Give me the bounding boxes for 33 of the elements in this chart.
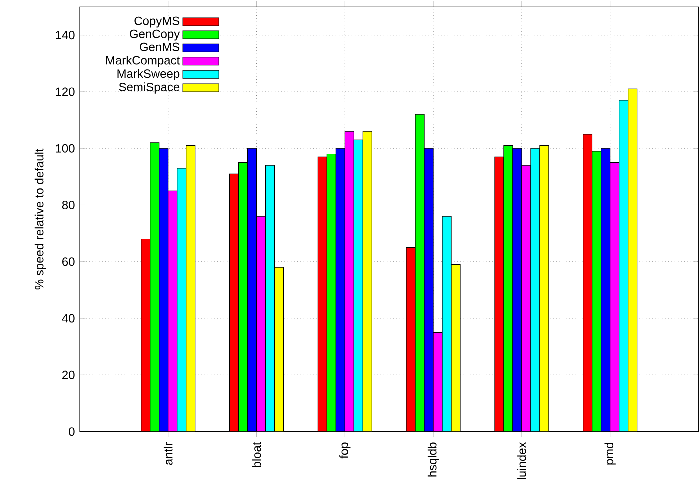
y-tick-label: 100 (56, 144, 75, 153)
legend-label: MarkSweep (118, 69, 180, 81)
bar (336, 148, 346, 432)
bar (168, 190, 178, 432)
x-tick-label: pmd (604, 443, 616, 465)
bar (344, 131, 354, 432)
bar (256, 216, 266, 432)
legend-label: GenCopy (130, 30, 180, 41)
legend-label: GenMS (140, 43, 180, 52)
legend-label: MarkCompact (106, 56, 180, 68)
x-tick-label: luindex (518, 442, 526, 480)
y-tick-label: 140 (56, 31, 75, 40)
bar (354, 140, 364, 432)
bar (619, 100, 629, 432)
y-tick-label: 0 (69, 428, 75, 436)
y-tick-label: 60 (62, 258, 75, 266)
bar (159, 148, 169, 432)
bar (177, 168, 187, 432)
bar (601, 148, 611, 432)
x-tick-label: fop (340, 442, 351, 459)
y-tick-label: 40 (62, 314, 75, 323)
y-axis-title: % speed relative to default (34, 148, 46, 290)
bar (610, 162, 620, 432)
bar (247, 148, 258, 432)
y-tick-label: 80 (62, 201, 75, 210)
x-tick-label: antlr (164, 442, 173, 466)
x-tick-label: bloat (252, 442, 262, 468)
y-tick-label: 120 (56, 88, 75, 96)
bar (265, 165, 276, 432)
legend-label: CopyMS (134, 16, 180, 28)
legend-label: SemiSpace (119, 82, 180, 94)
x-tick-label: hsqldb (428, 442, 440, 477)
y-tick-label: 20 (62, 371, 75, 380)
